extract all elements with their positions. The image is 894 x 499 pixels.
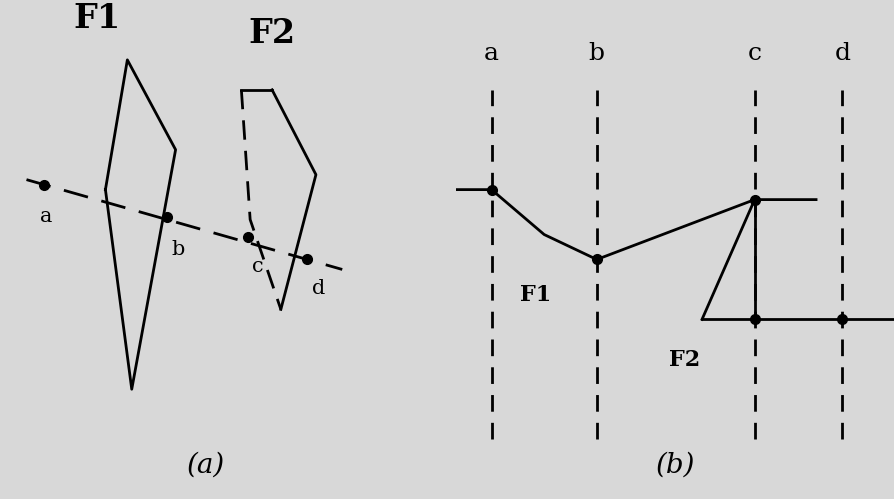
Text: (a): (a) bbox=[187, 452, 225, 479]
Text: d: d bbox=[311, 279, 325, 298]
Text: b: b bbox=[588, 42, 604, 65]
Text: F1: F1 bbox=[73, 2, 120, 35]
Text: b: b bbox=[171, 240, 184, 258]
Text: (b): (b) bbox=[655, 452, 695, 479]
Text: d: d bbox=[833, 42, 849, 65]
Text: F1: F1 bbox=[519, 284, 551, 306]
Text: F2: F2 bbox=[668, 349, 699, 371]
Text: a: a bbox=[39, 207, 52, 226]
Text: c: c bbox=[252, 257, 264, 276]
Text: c: c bbox=[746, 42, 761, 65]
Text: a: a bbox=[484, 42, 499, 65]
Text: F2: F2 bbox=[249, 17, 295, 50]
